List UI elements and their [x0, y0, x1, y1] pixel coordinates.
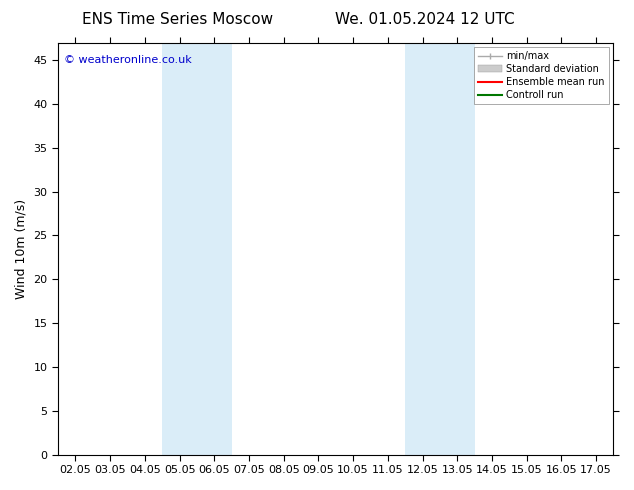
- Bar: [405, 43, 475, 455]
- Legend: min/max, Standard deviation, Ensemble mean run, Controll run: min/max, Standard deviation, Ensemble me…: [474, 48, 609, 104]
- Text: © weatheronline.co.uk: © weatheronline.co.uk: [63, 55, 191, 65]
- Y-axis label: Wind 10m (m/s): Wind 10m (m/s): [15, 198, 28, 299]
- Text: ENS Time Series Moscow: ENS Time Series Moscow: [82, 12, 273, 27]
- Text: We. 01.05.2024 12 UTC: We. 01.05.2024 12 UTC: [335, 12, 515, 27]
- Bar: [162, 43, 231, 455]
